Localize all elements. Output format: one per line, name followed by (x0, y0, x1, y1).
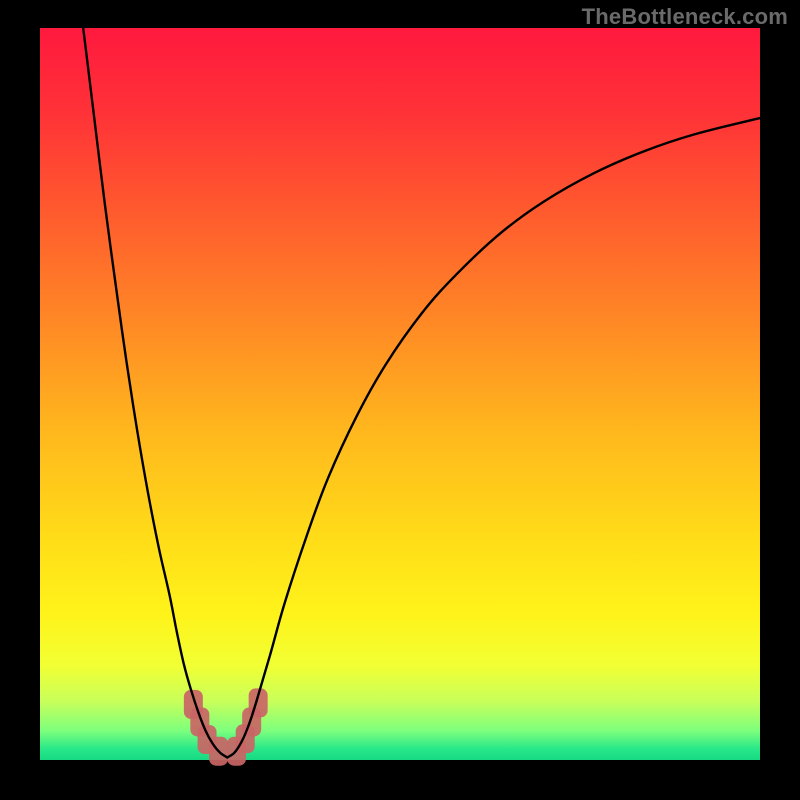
bottleneck-chart (0, 0, 800, 800)
plot-background (40, 28, 760, 760)
watermark-text: TheBottleneck.com (582, 4, 788, 30)
chart-container: TheBottleneck.com (0, 0, 800, 800)
